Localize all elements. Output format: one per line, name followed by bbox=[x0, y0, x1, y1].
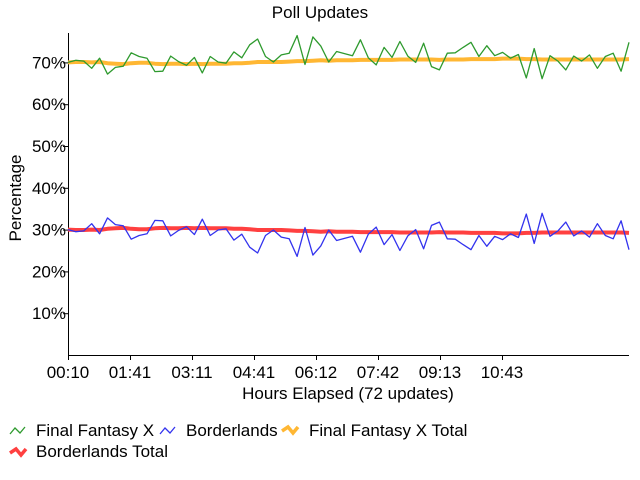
y-tick-label: 30% bbox=[32, 221, 66, 240]
green-line-icon bbox=[9, 426, 26, 435]
series-line-borderlands-total bbox=[67, 225, 630, 236]
plot-area bbox=[67, 34, 630, 258]
series-line-final-fantasy-x bbox=[67, 34, 630, 80]
x-tick-label: 04:41 bbox=[233, 363, 276, 382]
x-tick-label: 03:11 bbox=[171, 363, 212, 382]
red-line-icon bbox=[9, 446, 28, 458]
y-tick-label: 10% bbox=[32, 304, 66, 323]
legend: Final Fantasy X Borderlands Final Fantas… bbox=[9, 421, 467, 461]
x-axis-label: Hours Elapsed (72 updates) bbox=[242, 384, 454, 403]
legend-label: Final Fantasy X bbox=[36, 421, 154, 440]
x-tick-label: 06:12 bbox=[295, 363, 338, 382]
x-tick-label: 07:42 bbox=[357, 363, 400, 382]
y-tick-label: 60% bbox=[32, 95, 66, 114]
legend-item-final-fantasy-x-total[interactable]: Final Fantasy X Total bbox=[281, 421, 467, 440]
x-tick-label: 00:10 bbox=[47, 363, 90, 382]
series-line-borderlands bbox=[67, 212, 630, 258]
legend-label: Final Fantasy X Total bbox=[309, 421, 467, 440]
y-axis: 10% 20% 30% 40% 50% 60% 70% bbox=[32, 53, 68, 323]
y-axis-label: Percentage bbox=[6, 155, 25, 242]
legend-item-borderlands[interactable]: Borderlands bbox=[159, 421, 278, 440]
y-tick-label: 50% bbox=[32, 137, 66, 156]
x-tick-label: 10:43 bbox=[481, 363, 524, 382]
orange-line-icon bbox=[281, 424, 300, 436]
x-tick-label: 01:41 bbox=[109, 363, 152, 382]
y-tick-label: 40% bbox=[32, 179, 66, 198]
series-line-final-fantasy-x-total bbox=[67, 56, 630, 67]
legend-item-final-fantasy-x[interactable]: Final Fantasy X bbox=[9, 421, 154, 440]
legend-item-borderlands-total[interactable]: Borderlands Total bbox=[9, 442, 168, 461]
legend-label: Borderlands Total bbox=[36, 442, 168, 461]
blue-line-icon bbox=[159, 426, 176, 435]
y-tick-label: 20% bbox=[32, 262, 66, 281]
chart-title: Poll Updates bbox=[272, 3, 368, 22]
y-tick-label: 70% bbox=[32, 53, 66, 72]
x-tick-label: 09:13 bbox=[419, 363, 462, 382]
legend-label: Borderlands bbox=[186, 421, 278, 440]
x-axis: 00:10 01:41 03:11 04:41 06:12 07:42 09:13 10:43 bbox=[47, 355, 524, 382]
